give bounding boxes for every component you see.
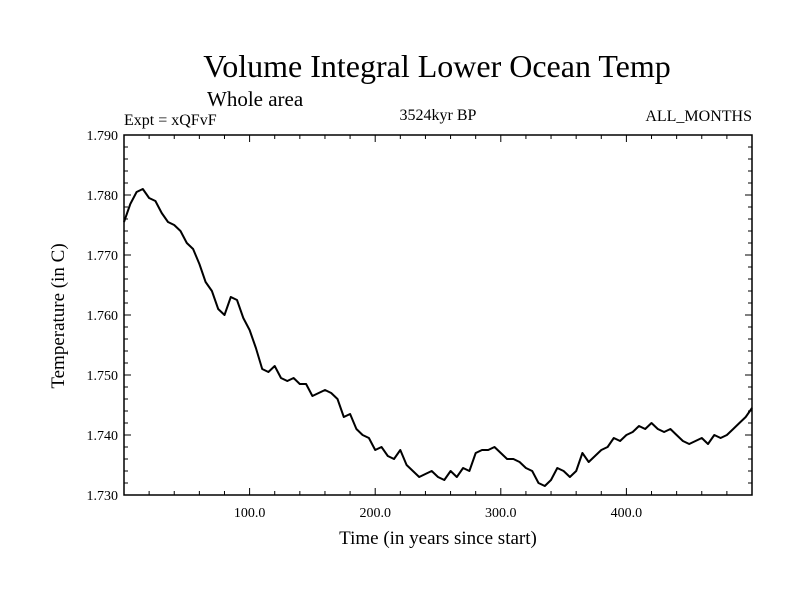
plot-frame: [123, 134, 753, 496]
experiment-label: Expt = xQFvF: [124, 112, 217, 129]
period-label: 3524kyr BP: [400, 107, 477, 124]
y-tick-label: 1.790: [87, 129, 119, 144]
y-tick-label: 1.770: [87, 249, 119, 264]
y-tick-label: 1.750: [87, 369, 119, 384]
temperature-series-line: [123, 188, 753, 487]
x-tick-label: 300.0: [485, 506, 517, 521]
x-tick-label: 400.0: [611, 506, 643, 521]
chart-subtitle: Whole area: [207, 87, 304, 111]
months-label: ALL_MONTHS: [645, 108, 752, 125]
y-tick-label: 1.730: [87, 489, 119, 504]
plot-area: 1.730 1.740 1.750 1.760 1.770 1.780 1.790 100.0…: [87, 129, 753, 521]
y-tick-label: 1.780: [87, 189, 119, 204]
x-axis-label: Time (in years since start): [339, 528, 537, 549]
y-axis-label: Temperature (in C): [48, 243, 69, 388]
x-tick-label: 100.0: [234, 506, 266, 521]
chart-title: Volume Integral Lower Ocean Temp: [203, 48, 671, 84]
x-tick-label: 200.0: [359, 506, 391, 521]
y-tick-label: 1.760: [87, 309, 119, 324]
y-tick-label: 1.740: [87, 429, 119, 444]
